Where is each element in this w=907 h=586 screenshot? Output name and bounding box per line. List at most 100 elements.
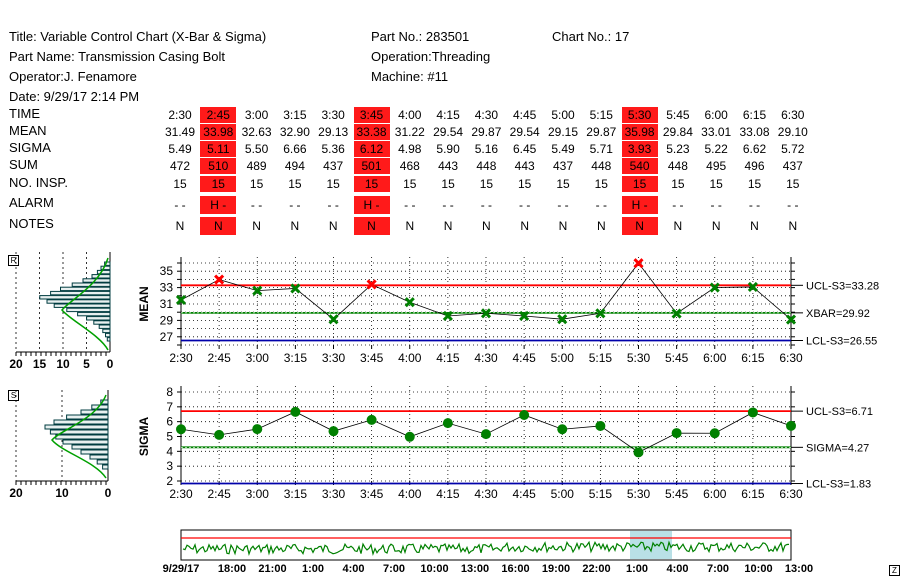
x-tick-label: 4:30: [474, 487, 498, 501]
data-point: [366, 279, 377, 290]
point-mark: [175, 294, 187, 306]
y-tick-label: 33: [160, 281, 174, 295]
ninsp-cell: 15: [353, 176, 390, 192]
hist-bar: [66, 307, 111, 313]
data-point: [175, 294, 187, 306]
time-cell: 3:30: [321, 108, 345, 122]
hist-bar: [96, 459, 109, 465]
data-point: [747, 407, 758, 418]
data-point: [442, 310, 453, 322]
alarm-cell: - -: [250, 198, 263, 212]
notes-cell: N: [328, 219, 338, 233]
hist-bar: [71, 444, 109, 450]
x-tick-label: 4:00: [398, 487, 422, 501]
sigma-cell: 6.66: [283, 142, 307, 156]
ninsp-cell: 15: [403, 177, 417, 191]
ninsp-cell: 15: [200, 176, 237, 192]
ninsp-cell: 15: [479, 177, 494, 191]
operation: Operation:Threading: [371, 49, 491, 64]
x-tick-label: 2:30: [169, 487, 193, 501]
time-cell: 3:45: [353, 107, 390, 123]
sigma-cell: 4.98: [398, 142, 422, 156]
data-point: [595, 308, 606, 319]
notes-cell: N: [175, 219, 185, 233]
ninsp-cell: 15: [671, 177, 685, 191]
notes-cell: N: [252, 219, 261, 233]
control-limit-label: XBAR=29.92: [806, 308, 870, 320]
x-tick-label: 3:15: [284, 487, 308, 501]
time-cell: 6:00: [704, 108, 728, 122]
point-mark: [366, 279, 377, 290]
ninsp-cell: 15: [594, 177, 608, 191]
sigma-cell: 5.90: [436, 142, 460, 156]
notes-cell: N: [200, 217, 237, 235]
series-line: [180, 262, 792, 320]
ninsp-cell: 15: [173, 177, 187, 191]
x-tick-label: 4:45: [512, 351, 536, 365]
hist-normal-curve: [51, 394, 107, 479]
sigma-cell: 5.49: [551, 142, 575, 156]
part-number: Part No.: 283501: [371, 29, 470, 44]
data-point: [404, 297, 415, 308]
x-tick-label: 4:00: [398, 351, 422, 365]
sum-cell: 495: [706, 159, 727, 173]
time-cell: 5:45: [666, 108, 690, 122]
notes-cell: N: [621, 217, 658, 235]
ninsp-cell: 15: [556, 177, 570, 191]
chart-title: Title: Variable Control Chart (X-Bar & S…: [9, 29, 267, 44]
hist-tick-label: 10: [55, 486, 69, 500]
hist-bar: [89, 454, 109, 460]
y-tick-label: 7: [166, 400, 173, 414]
data-point: [328, 426, 339, 437]
x-tick-label: 2:45: [207, 487, 231, 501]
ninsp-cell: 15: [326, 177, 340, 191]
sigma-cell: 3.93: [621, 141, 658, 157]
sigma-cell: 5.49: [168, 142, 192, 156]
alarm-cell: - -: [519, 198, 531, 212]
y-axis-label: SIGMA: [137, 417, 151, 457]
data-point: [252, 285, 263, 296]
x-tick-label: 4:45: [512, 487, 536, 501]
alarm-cell: - -: [672, 198, 684, 212]
x-tick-label: 2:30: [169, 351, 193, 365]
sum-cell: 437: [323, 159, 344, 173]
time-cell: 4:15: [436, 108, 460, 122]
data-point: [557, 424, 568, 435]
sigma-chart-toggle-button[interactable]: S: [8, 390, 19, 401]
notes-cell: N: [353, 217, 390, 235]
hist-tick-label: 15: [33, 357, 47, 371]
overview-tick-label: 19:00: [542, 563, 570, 575]
alarm-cell: - -: [174, 198, 186, 212]
point-mark: [785, 314, 797, 325]
point-mark: [709, 282, 720, 293]
control-limit-label: UCL-S3=33.28: [806, 280, 879, 292]
alarm-cell: - -: [404, 198, 416, 212]
sum-cell: 443: [514, 159, 535, 173]
notes-cell: N: [711, 219, 721, 233]
data-point: [519, 310, 530, 322]
hist-bar: [62, 439, 109, 445]
notes-cell: N: [750, 219, 759, 233]
alarm-cell: - -: [787, 198, 799, 212]
y-tick-label: 3: [166, 459, 173, 473]
y-tick-label: 5: [166, 430, 173, 444]
sigma-cell: 5.71: [589, 142, 613, 156]
zoom-button[interactable]: Z: [889, 565, 900, 576]
row-label-notes: NOTES: [9, 216, 54, 231]
overview-tick-label: 4:00: [342, 563, 364, 575]
data-point: [595, 420, 606, 431]
x-tick-label: 3:45: [360, 351, 384, 365]
mean-chart-toggle-button[interactable]: R: [8, 255, 19, 266]
sigma-cell: 5.36: [321, 142, 345, 156]
x-tick-label: 3:45: [360, 487, 384, 501]
notes-cell: N: [788, 219, 798, 233]
mean-cell: 29.15: [547, 125, 579, 139]
data-point: [481, 429, 491, 440]
hist-tick-label: 10: [56, 357, 70, 371]
x-tick-label: 5:15: [589, 351, 613, 365]
x-tick-label: 5:00: [551, 487, 575, 501]
hist-bar: [102, 328, 111, 334]
data-point: [709, 282, 720, 293]
notes-cell: N: [520, 219, 530, 233]
data-point: [747, 281, 758, 293]
